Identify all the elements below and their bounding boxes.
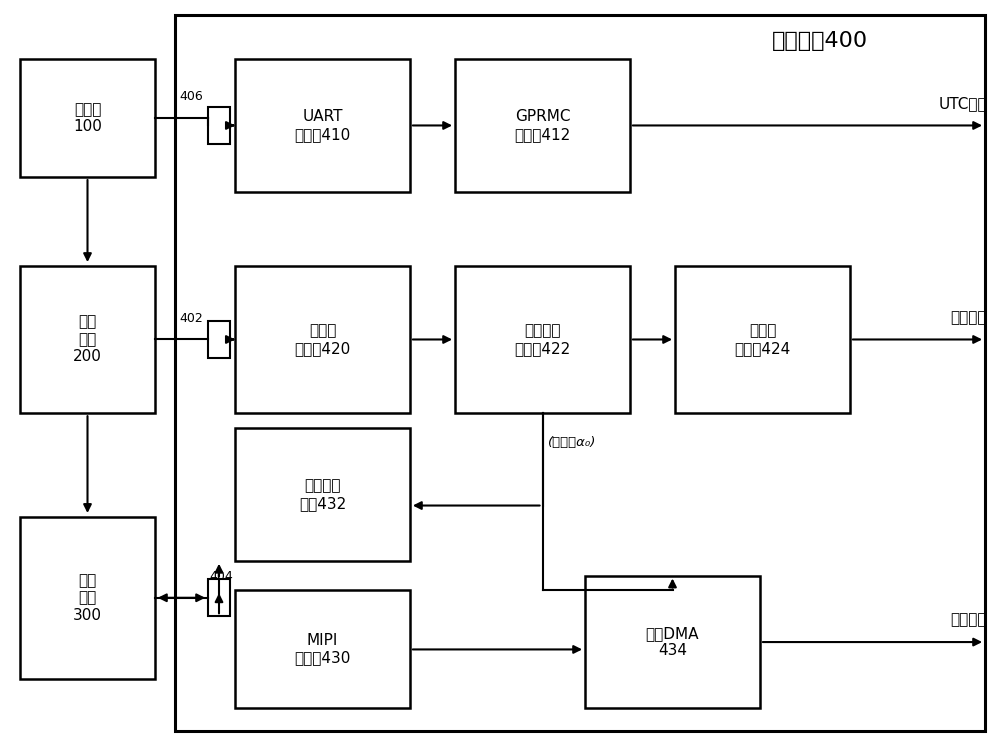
Text: 以太网
解码器420: 以太网 解码器420 (294, 323, 351, 356)
Text: 拍摄触发
模块432: 拍摄触发 模块432 (299, 478, 346, 511)
FancyBboxPatch shape (235, 59, 410, 192)
Text: 图像数据: 图像数据 (950, 613, 987, 627)
FancyBboxPatch shape (20, 266, 155, 413)
Text: 以太网
编码器424: 以太网 编码器424 (734, 323, 791, 356)
Text: MIPI
解码器430: MIPI 解码器430 (294, 633, 351, 666)
FancyBboxPatch shape (208, 321, 230, 358)
Text: 控制装置400: 控制装置400 (772, 30, 868, 51)
FancyBboxPatch shape (208, 107, 230, 144)
FancyBboxPatch shape (20, 59, 155, 177)
FancyBboxPatch shape (235, 590, 410, 708)
Text: 点云数据: 点云数据 (950, 310, 987, 325)
Text: 摄像
装置
300: 摄像 装置 300 (73, 573, 102, 623)
FancyBboxPatch shape (455, 266, 630, 413)
Text: UART
解码器410: UART 解码器410 (294, 109, 351, 142)
Text: 数据包解
析模块422: 数据包解 析模块422 (514, 323, 571, 356)
Text: (方位角α₀): (方位角α₀) (548, 436, 596, 449)
FancyBboxPatch shape (675, 266, 850, 413)
Text: GPRMC
解码器412: GPRMC 解码器412 (514, 109, 571, 142)
Text: 402: 402 (179, 311, 203, 325)
Text: 激光
雷达
200: 激光 雷达 200 (73, 314, 102, 365)
Text: 404: 404 (209, 570, 233, 583)
FancyBboxPatch shape (20, 517, 155, 679)
Text: 406: 406 (179, 90, 203, 103)
FancyBboxPatch shape (585, 576, 760, 708)
Text: 时钟源
100: 时钟源 100 (73, 102, 102, 134)
FancyBboxPatch shape (235, 266, 410, 413)
Text: UTC时间: UTC时间 (938, 96, 987, 111)
FancyBboxPatch shape (175, 15, 985, 731)
FancyBboxPatch shape (455, 59, 630, 192)
FancyBboxPatch shape (235, 428, 410, 561)
Text: 图像DMA
434: 图像DMA 434 (646, 626, 699, 658)
FancyBboxPatch shape (208, 579, 230, 616)
